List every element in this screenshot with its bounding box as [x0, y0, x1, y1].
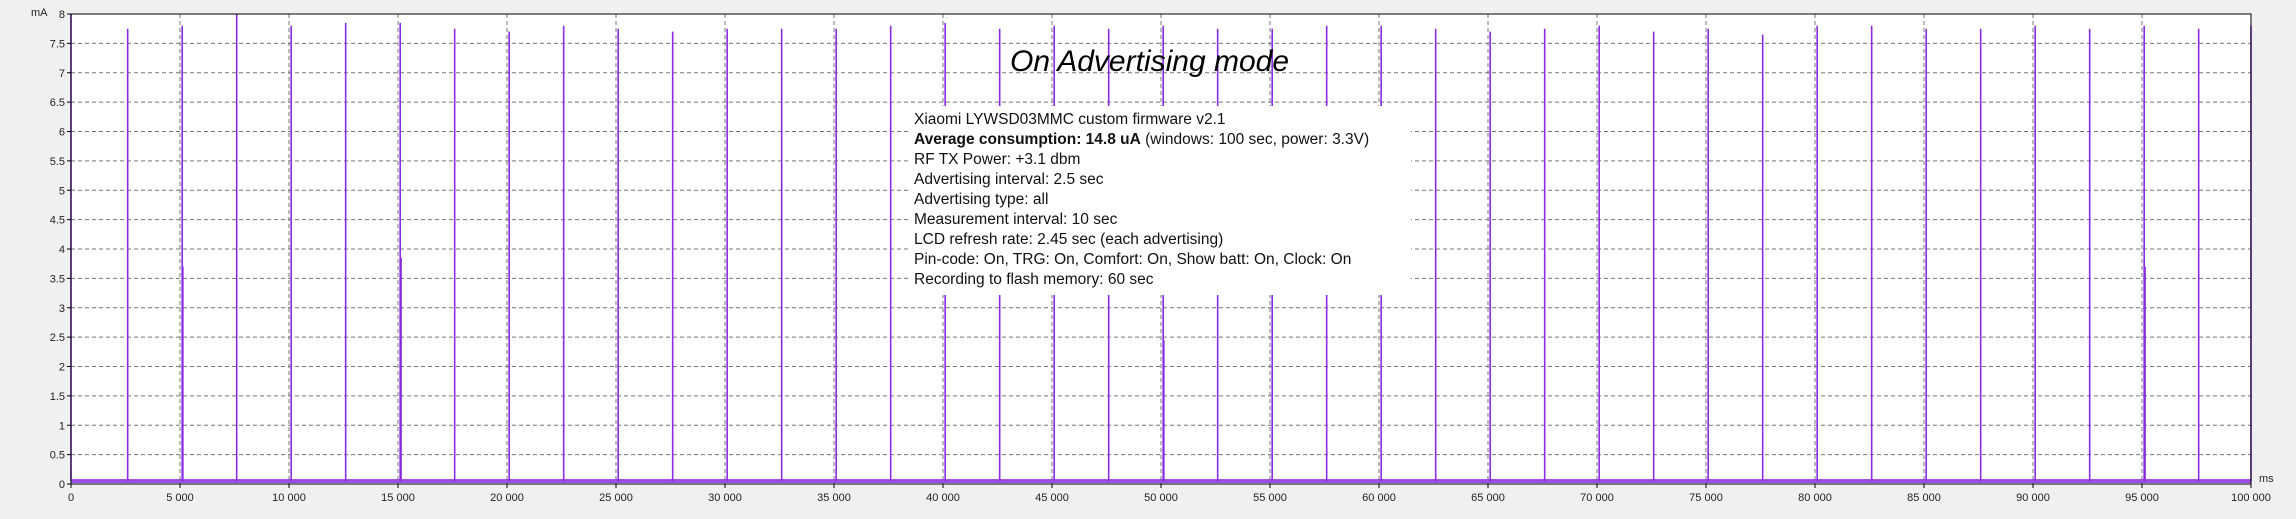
y-axis-label: mA: [31, 7, 48, 19]
grid: [71, 14, 2251, 484]
x-tick-label: 70 000: [1580, 492, 1614, 504]
y-tick-label: 1.5: [50, 391, 65, 403]
y-tick-label: 5.5: [50, 156, 65, 168]
x-tick-label: 20 000: [490, 492, 524, 504]
y-axis-ticks: 0 0.5 1 1.5 2 2.5 3 3.5 4 4.5 5 5.5 6 6.5 7 7.5 8: [50, 9, 71, 491]
x-tick-label: 60 000: [1362, 492, 1396, 504]
annotation-line: Pin-code: On, TRG: On, Comfort: On, Show…: [914, 250, 1408, 270]
annotation-line: Advertising type: all: [914, 190, 1408, 210]
x-tick-label: 100 000: [2231, 492, 2271, 504]
x-tick-label: 15 000: [381, 492, 415, 504]
x-tick-label: 65 000: [1471, 492, 1505, 504]
x-tick-label: 75 000: [1689, 492, 1723, 504]
annotation-line-text: Xiaomi LYWSD03MMC custom firmware v2.1: [914, 111, 1226, 128]
x-tick-label: 40 000: [926, 492, 960, 504]
annotation-line-text: Measurement interval: 10 sec: [914, 211, 1118, 228]
x-tick-label: 25 000: [599, 492, 633, 504]
annotation-line-text: Advertising interval: 2.5 sec: [914, 171, 1104, 188]
annotation-line-text: Pin-code: On, TRG: On, Comfort: On, Show…: [914, 251, 1352, 268]
y-tick-label: 1: [59, 420, 65, 432]
y-tick-label: 6: [59, 127, 65, 139]
x-tick-label: 95 000: [2125, 492, 2159, 504]
annotation-box: Xiaomi LYWSD03MMC custom firmware v2.1 Av…: [911, 106, 1411, 295]
annotation-line: Recording to flash memory: 60 sec: [914, 270, 1408, 290]
y-tick-label: 3.5: [50, 273, 65, 285]
y-tick-label: 7.5: [50, 38, 65, 50]
annotation-line-text: (windows: 100 sec, power: 3.3V): [1140, 131, 1370, 148]
y-tick-label: 2.5: [50, 332, 65, 344]
annotation-line-text: Advertising type: all: [914, 191, 1049, 208]
y-tick-label: 0: [59, 479, 65, 491]
x-tick-label: 90 000: [2016, 492, 2050, 504]
series-baseline: [71, 479, 2251, 484]
x-tick-label: 55 000: [1253, 492, 1287, 504]
y-tick-label: 7: [59, 68, 65, 80]
y-tick-label: 5: [59, 185, 65, 197]
x-tick-label: 35 000: [817, 492, 851, 504]
y-tick-label: 3: [59, 303, 65, 315]
annotation-line: Xiaomi LYWSD03MMC custom firmware v2.1: [914, 110, 1408, 130]
annotation-line: RF TX Power: +3.1 dbm: [914, 150, 1408, 170]
annotation-line: Advertising interval: 2.5 sec: [914, 170, 1408, 190]
x-tick-label: 5 000: [166, 492, 194, 504]
y-tick-label: 2: [59, 362, 65, 374]
y-tick-label: 8: [59, 9, 65, 21]
y-tick-label: 6.5: [50, 97, 65, 109]
x-tick-label: 30 000: [708, 492, 742, 504]
y-tick-label: 4.5: [50, 215, 65, 227]
series-peaks: [70, 14, 2252, 484]
x-axis-label: ms: [2259, 473, 2274, 485]
x-tick-label: 10 000: [272, 492, 306, 504]
annotation-line-text: LCD refresh rate: 2.45 sec (each adverti…: [914, 231, 1224, 248]
annotation-line: LCD refresh rate: 2.45 sec (each adverti…: [914, 230, 1408, 250]
annotation-line: Average consumption: 14.8 uA (windows: 1…: [914, 130, 1408, 150]
x-tick-label: 85 000: [1907, 492, 1941, 504]
annotation-line: Measurement interval: 10 sec: [914, 210, 1408, 230]
y-tick-label: 0.5: [50, 450, 65, 462]
x-axis-ticks: 0 5 000 10 000 15 000 20 000 25 000 30 000 35 0…: [68, 484, 2271, 504]
x-tick-label: 0: [68, 492, 74, 504]
x-tick-label: 50 000: [1144, 492, 1178, 504]
annotation-line-text: RF TX Power: +3.1 dbm: [914, 151, 1081, 168]
annotation-line-bold: Average consumption: 14.8 uA: [914, 131, 1141, 148]
x-tick-label: 45 000: [1035, 492, 1069, 504]
annotation-line-text: Recording to flash memory: 60 sec: [914, 271, 1154, 288]
chart-title: On Advertising mode: [1010, 45, 1289, 78]
y-tick-label: 4: [59, 244, 65, 256]
x-tick-label: 80 000: [1798, 492, 1832, 504]
